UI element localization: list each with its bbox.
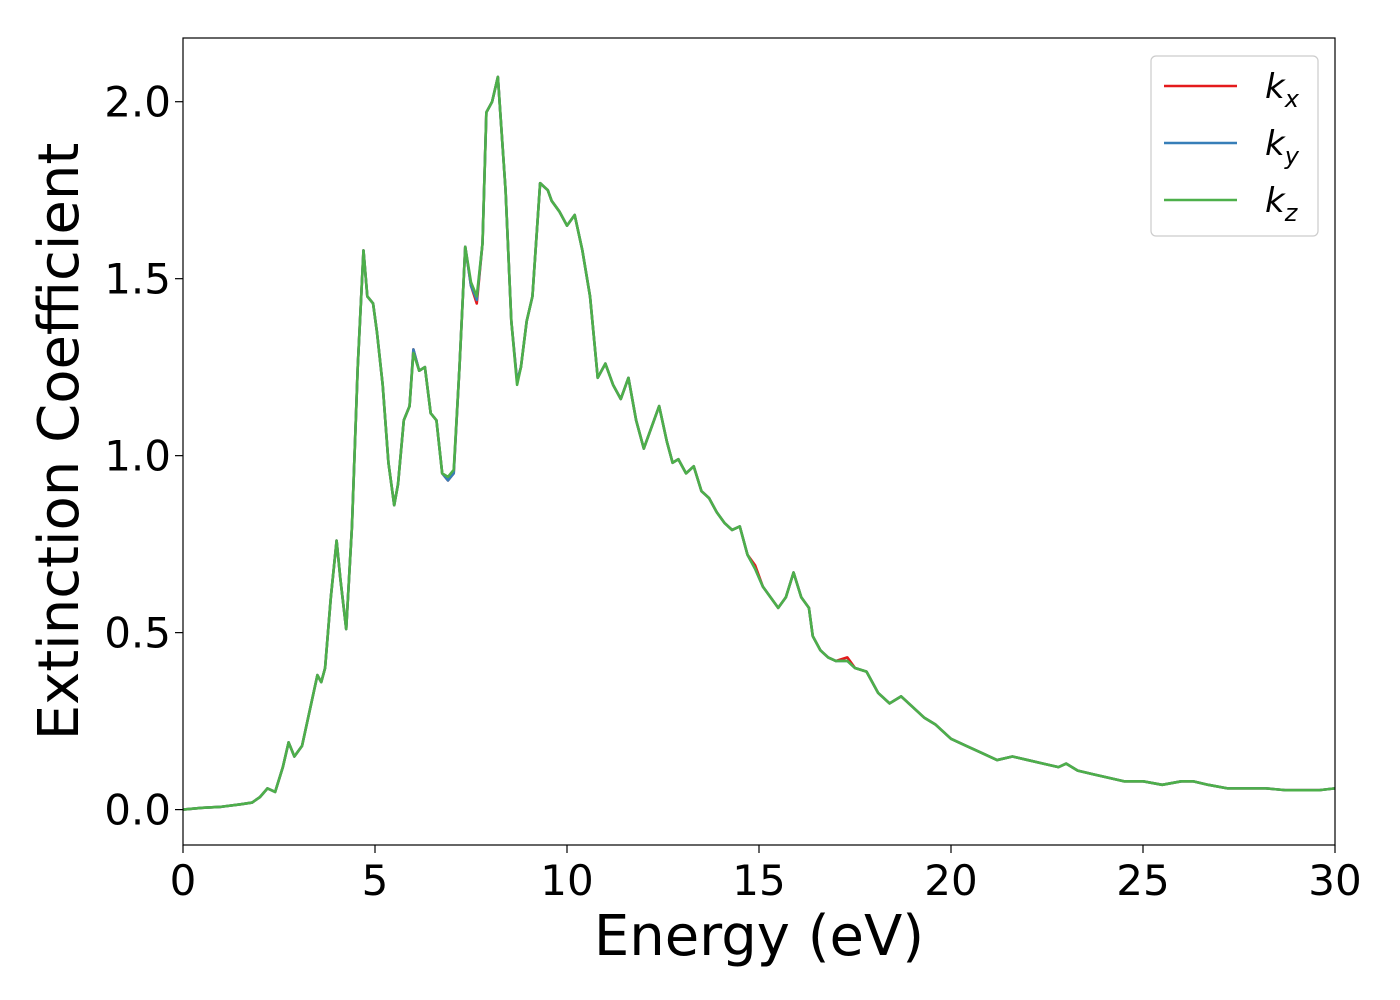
series-layer [183,75,1335,811]
x-axis-ticks: 0 5 10 15 20 25 30 [170,845,1362,905]
y-axis-ticks: 0.0 0.5 1.0 1.5 2.0 [104,78,183,835]
x-tick-label: 15 [732,856,785,905]
x-tick-label: 30 [1308,856,1361,905]
y-tick-label: 1.5 [104,255,171,304]
x-tick-label: 20 [924,856,977,905]
y-axis-title: Extinction Coefficient [27,143,92,741]
plot-area [183,38,1335,845]
series-line-kz [183,75,1335,811]
x-axis-title: Energy (eV) [594,904,924,969]
x-tick-label: 25 [1116,856,1169,905]
y-tick-label: 0.0 [104,786,171,835]
y-tick-label: 2.0 [104,78,171,127]
y-tick-label: 0.5 [104,609,171,658]
x-tick-label: 0 [170,856,197,905]
x-tick-label: 10 [540,856,593,905]
y-tick-label: 1.0 [104,432,171,481]
legend-box [1150,55,1319,237]
x-tick-label: 5 [362,856,389,905]
